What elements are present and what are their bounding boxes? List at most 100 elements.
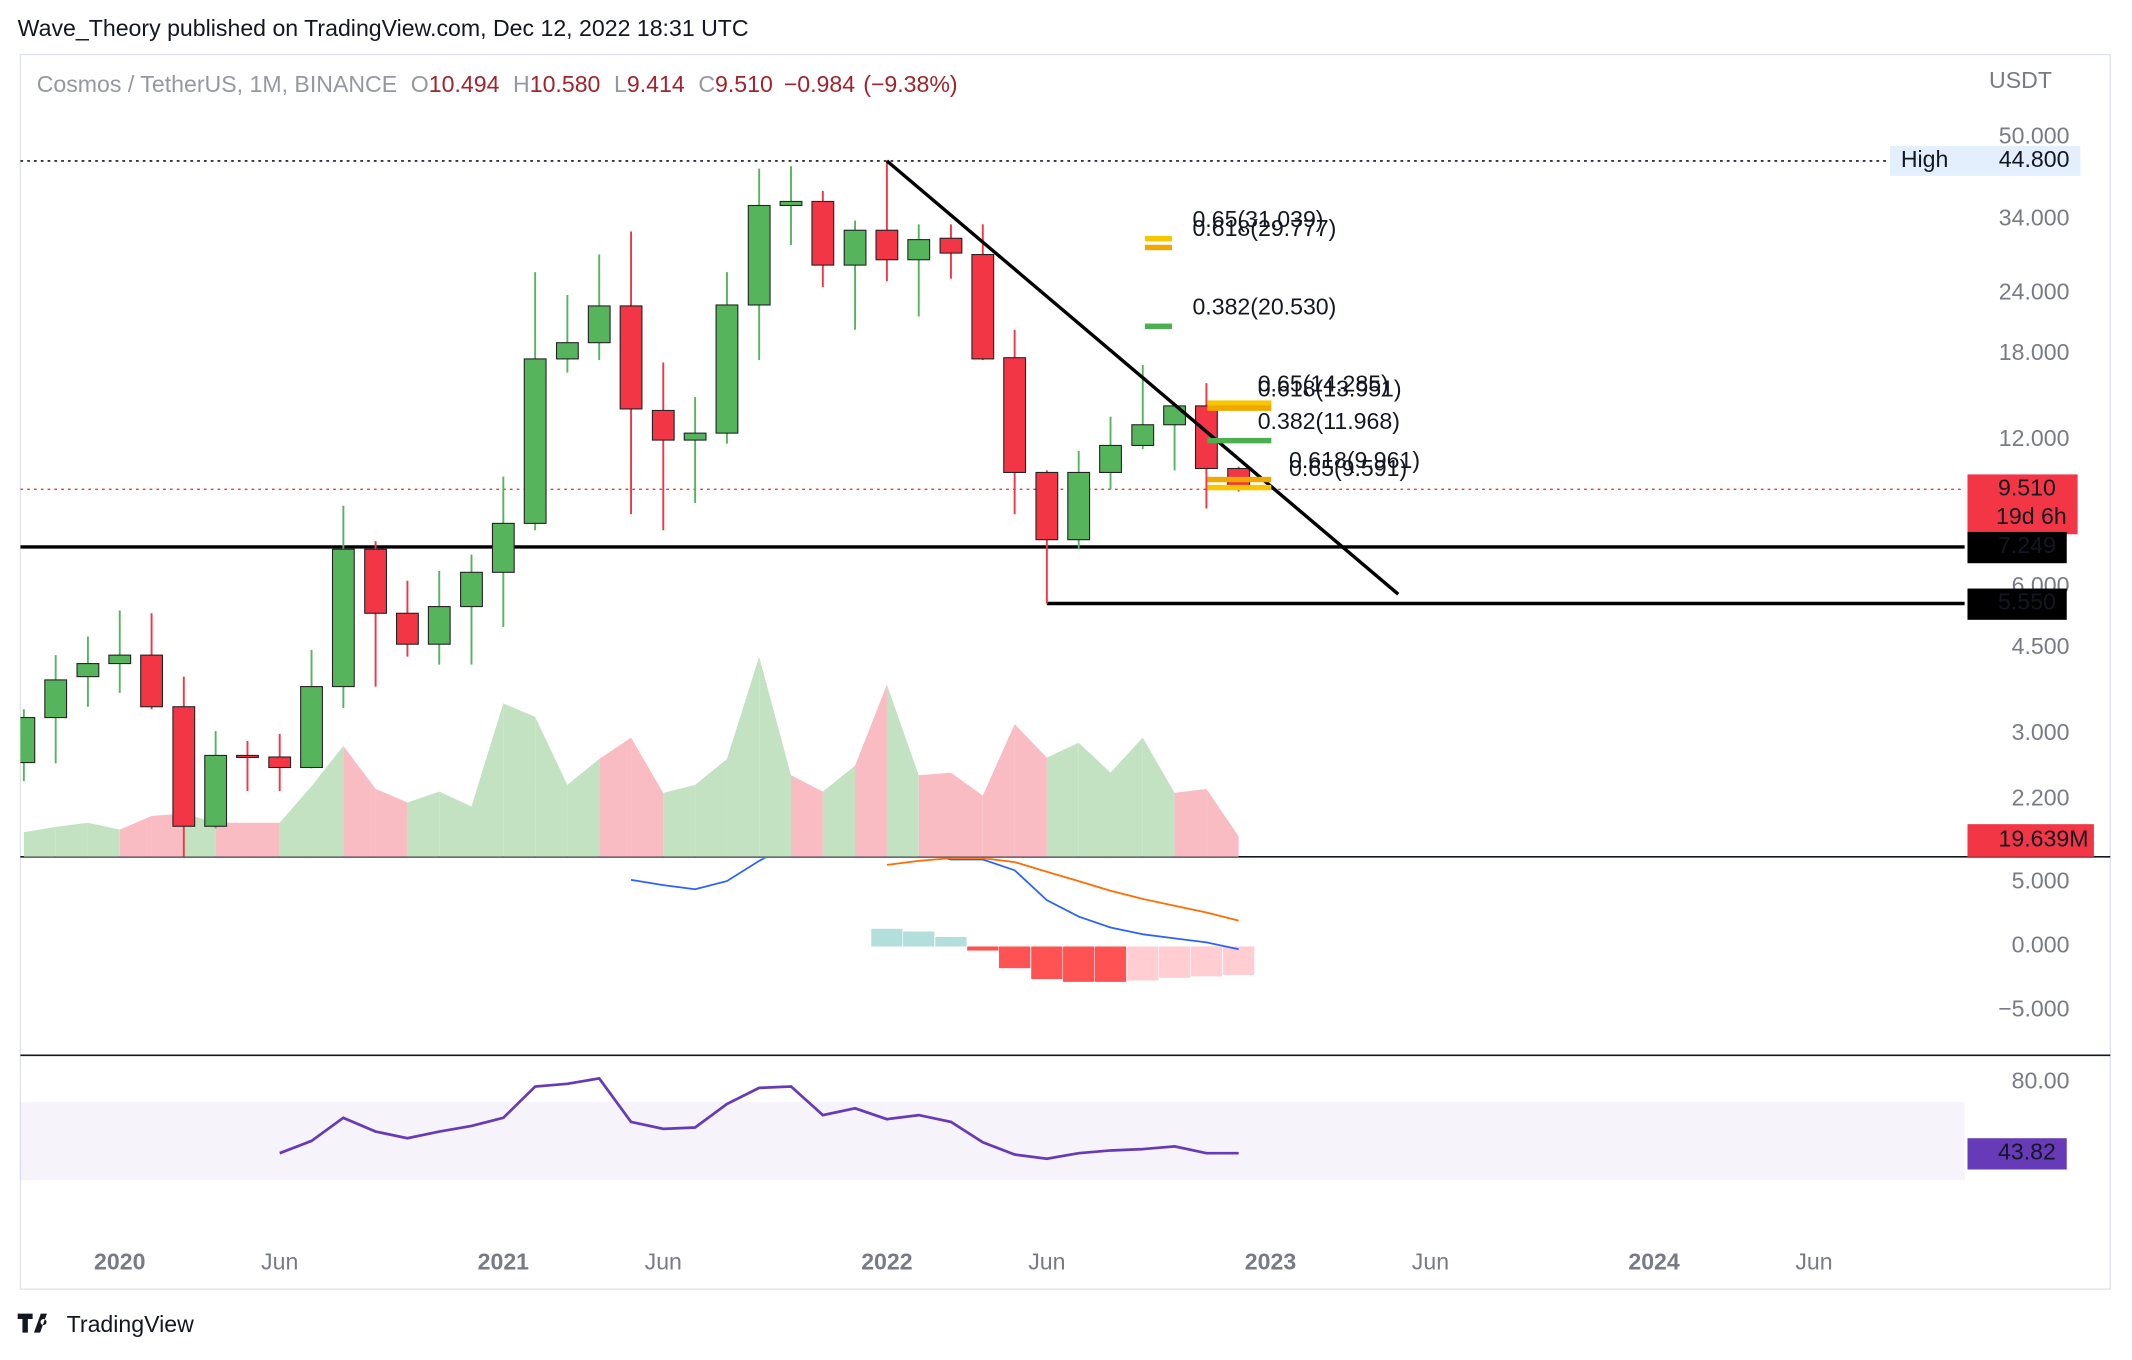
volume-area <box>1014 724 1047 857</box>
volume-area <box>982 724 1015 857</box>
volume-area <box>215 822 248 857</box>
candle-body <box>236 754 259 759</box>
volume-area <box>695 759 727 857</box>
price-label-box <box>1967 588 2067 620</box>
fib-level-mark <box>1207 476 1272 483</box>
price-label-value: 5.550 <box>1998 589 2056 615</box>
change: −0.984 <box>784 71 855 97</box>
candle-body <box>1099 444 1122 473</box>
volume-area <box>1046 742 1079 857</box>
x-tick-label: Jun <box>1028 1248 1065 1274</box>
x-tick-label: Jun <box>1795 1248 1832 1274</box>
fib-level-mark <box>1207 437 1272 444</box>
y-tick-label: 34.000 <box>1999 204 2070 230</box>
candle-body <box>172 706 196 827</box>
macd-pane <box>630 858 1255 982</box>
volume-area <box>950 772 983 857</box>
price-label-box <box>1967 531 2067 564</box>
volume-area <box>791 775 823 857</box>
candle-body <box>683 432 707 441</box>
volume-area <box>726 656 760 857</box>
x-tick-label: Jun <box>1412 1248 1449 1274</box>
x-tick-label: 2021 <box>478 1248 530 1274</box>
volume-area <box>855 684 887 857</box>
fib-level-label: 0.65(9.591) <box>1289 455 1407 481</box>
volume-area <box>759 656 792 857</box>
macd-histogram-bar <box>967 946 999 951</box>
volume-area <box>311 745 344 857</box>
chart-frame <box>19 53 2111 1290</box>
volume-area <box>247 822 280 857</box>
ohlc-letter: L <box>614 71 627 97</box>
fib-level-label: 0.618(13.951) <box>1258 376 1402 402</box>
fib-level-label: 0.65(31.039) <box>1192 206 1323 232</box>
volume-area <box>1110 737 1143 857</box>
candle-body <box>20 717 36 764</box>
ohlc-letter: H <box>513 71 530 97</box>
y-tick-label: 2.200 <box>2012 785 2070 811</box>
macd-tick-label: 5.000 <box>2012 868 2070 894</box>
high-label-tag: High <box>1901 146 1949 172</box>
rsi-band <box>20 1101 1965 1181</box>
candle-body <box>268 756 292 769</box>
trend-line <box>885 159 1400 596</box>
candle-body <box>1035 471 1059 541</box>
fib-level-label: 0.618(9.961) <box>1289 447 1420 473</box>
volume-area <box>439 791 472 857</box>
fib-level-mark <box>1207 400 1272 406</box>
volume-area <box>535 716 568 857</box>
ohlc-letter: C <box>698 71 715 97</box>
candle-body <box>1131 424 1155 446</box>
candle-body <box>300 686 323 769</box>
macd-histogram-bar <box>1031 946 1063 980</box>
macd-histogram-bar <box>998 946 1031 969</box>
y-tick-label: 12.000 <box>1999 425 2070 451</box>
y-tick-label: 3.000 <box>2012 719 2070 745</box>
high-label-box <box>1889 145 2081 176</box>
x-tick-label: Jun <box>645 1248 682 1274</box>
brand-logo <box>17 1313 47 1333</box>
brand-name: TradingView <box>67 1311 194 1337</box>
rsi-label: 43.82 <box>1998 1138 2056 1164</box>
macd-histogram-bar <box>935 937 967 947</box>
volume-area <box>343 745 376 857</box>
ohlc-value: 10.580 <box>530 71 601 97</box>
high-label-value: 44.800 <box>1999 146 2070 172</box>
volume-area <box>1206 788 1239 857</box>
candle-body <box>364 548 388 614</box>
volume-area <box>375 788 408 857</box>
volume-area <box>599 737 632 857</box>
candle-body <box>971 253 995 360</box>
volume-area <box>1078 742 1111 857</box>
x-tick-label: 2023 <box>1245 1248 1297 1274</box>
rsi-line <box>279 1076 1239 1161</box>
attribution: Wave_Theory published on TradingView.com… <box>18 15 749 41</box>
volume-label-box <box>1967 824 2094 857</box>
ohlc-letter: O <box>411 71 429 97</box>
symbol-title: Cosmos / TetherUS, 1M, BINANCE <box>37 71 397 97</box>
fib-level-mark <box>1207 484 1272 491</box>
candle-body <box>331 548 355 688</box>
rsi-tick-label: 80.00 <box>2012 1068 2070 1094</box>
macd-histogram-bar <box>1127 946 1159 981</box>
macd-signal-line <box>886 858 1239 922</box>
candle-body <box>715 304 739 434</box>
candle-body <box>779 200 803 207</box>
candle-body <box>651 409 675 441</box>
volume-area <box>567 759 600 857</box>
macd-line <box>630 858 1239 951</box>
ohlc-value: 10.494 <box>429 71 500 97</box>
fib-level-label: 0.382(20.530) <box>1192 294 1336 320</box>
candle-body <box>619 305 643 410</box>
volume-area <box>631 737 664 857</box>
y-tick-label: 24.000 <box>1999 278 2070 304</box>
price-label-countdown: 19d 6h <box>1996 503 2067 529</box>
candle-body <box>587 305 611 344</box>
x-tick-label: 2024 <box>1628 1248 1680 1274</box>
price-label-value: 9.510 <box>1998 474 2056 500</box>
axis-unit: USDT <box>1989 67 2052 93</box>
fib-level-mark <box>1144 235 1173 242</box>
fib-level-mark <box>1144 323 1173 329</box>
